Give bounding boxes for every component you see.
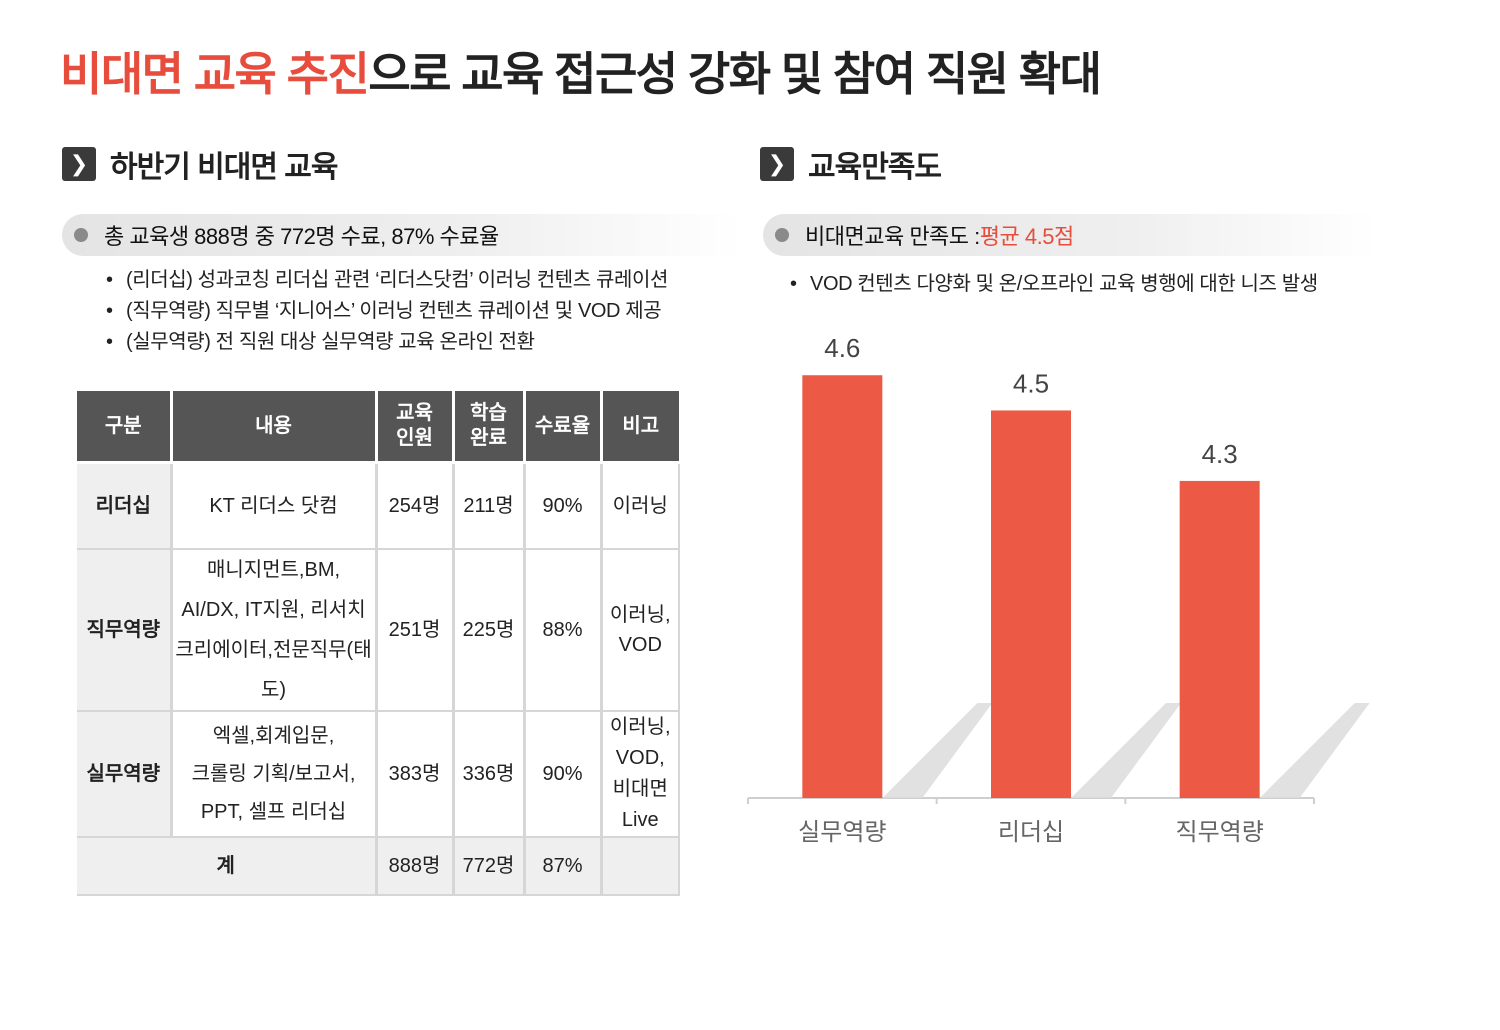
bar-shadow	[1071, 703, 1181, 798]
row-note: 이러닝, VOD, 비대면 Live	[601, 710, 680, 838]
page-title-rest: 으로 교육 접근성 강화 및 참여 직원 확대	[368, 48, 1102, 100]
row-enrolled: 254명	[376, 462, 455, 550]
table-row: 실무역량 엑셀,회계입문, 크롤링 기획/보고서, PPT, 셀프 리더십 38…	[77, 710, 680, 838]
table-header-row: 구분 내용 교육 인원 학습 완료 수료율 비고	[77, 391, 679, 464]
row-enrolled: 383명	[376, 710, 455, 838]
right-summary-label: 비대면교육 만족도 :	[805, 224, 980, 249]
row-rate: 88%	[524, 548, 603, 712]
circle-bullet-icon	[775, 228, 789, 242]
chevron-right-icon: ❯	[760, 147, 794, 181]
bar	[1179, 480, 1260, 798]
row-category: 리더십	[77, 462, 173, 550]
x-tick-label: 리더십	[998, 819, 1064, 846]
table-total-row: 계 888명 772명 87%	[77, 836, 680, 896]
left-section-heading: ❯ 하반기 비대면 교육	[62, 142, 338, 186]
bar-value-label: 4.6	[824, 333, 860, 363]
row-content: 매니지먼트,BM, AI/DX, IT지원, 리서치 크리에이터,전문직무(태도…	[171, 548, 378, 712]
total-rate: 87%	[524, 836, 603, 896]
list-item: VOD 컨텐츠 다양화 및 온/오프라인 교육 병행에 대한 니즈 발생	[790, 269, 1318, 300]
right-bullet-list: VOD 컨텐츠 다양화 및 온/오프라인 교육 병행에 대한 니즈 발생	[790, 269, 1318, 300]
row-rate: 90%	[524, 462, 603, 550]
header-enrolled: 교육 인원	[376, 391, 455, 464]
row-note: 이러닝, VOD	[601, 548, 680, 712]
list-item: (직무역량) 직무별 ‘지니어스’ 이러닝 컨텐츠 큐레이션 및 VOD 제공	[106, 296, 668, 327]
total-note	[601, 836, 680, 896]
bar	[802, 375, 883, 798]
bar	[991, 410, 1071, 798]
row-completed: 336명	[453, 710, 526, 838]
left-summary-text: 총 교육생 888명 중 772명 수료, 87% 수료율	[104, 224, 499, 249]
row-rate: 90%	[524, 710, 603, 838]
row-content: 엑셀,회계입문, 크롤링 기획/보고서, PPT, 셀프 리더십	[171, 710, 378, 838]
table-row: 리더십 KT 리더스 닷컴 254명 211명 90% 이러닝	[77, 462, 680, 550]
bar-shadow	[1259, 703, 1370, 798]
header-content: 내용	[171, 391, 378, 464]
row-enrolled: 251명	[376, 548, 455, 712]
row-note: 이러닝	[601, 462, 680, 550]
total-label: 계	[77, 836, 378, 896]
right-summary-pill: 비대면교육 만족도 : 평균 4.5점	[763, 214, 1378, 256]
header-completed: 학습 완료	[453, 391, 526, 464]
right-summary-value: 평균 4.5점	[979, 224, 1074, 249]
chevron-right-icon: ❯	[62, 147, 96, 181]
bar-value-label: 4.5	[1013, 368, 1049, 398]
row-category: 직무역량	[77, 548, 173, 712]
total-completed: 772명	[453, 836, 526, 896]
right-heading-label: 교육만족도	[808, 151, 942, 184]
row-content: KT 리더스 닷컴	[171, 462, 378, 550]
circle-bullet-icon	[74, 228, 88, 242]
total-enrolled: 888명	[376, 836, 455, 896]
header-category: 구분	[77, 391, 173, 464]
list-item: (리더십) 성과코칭 리더십 관련 ‘리더스닷컴’ 이러닝 컨텐츠 큐레이션	[106, 265, 668, 296]
x-tick-label: 실무역량	[798, 819, 886, 846]
header-note: 비고	[601, 391, 679, 464]
left-bullet-list: (리더십) 성과코칭 리더십 관련 ‘리더스닷컴’ 이러닝 컨텐츠 큐레이션 (…	[106, 265, 668, 358]
education-table: 구분 내용 교육 인원 학습 완료 수료율 비고 리더십 KT 리더스 닷컴 2…	[77, 391, 680, 896]
page-title: 비대면 교육 추진으로 교육 접근성 강화 및 참여 직원 확대	[60, 38, 1102, 104]
x-tick-label: 직무역량	[1176, 819, 1264, 846]
row-completed: 225명	[453, 548, 526, 712]
left-heading-label: 하반기 비대면 교육	[110, 151, 338, 184]
row-category: 실무역량	[77, 710, 173, 838]
header-rate: 수료율	[524, 391, 603, 464]
page-title-highlight: 비대면 교육 추진	[60, 48, 370, 100]
list-item: (실무역량) 전 직원 대상 실무역량 교육 온라인 전환	[106, 327, 668, 358]
left-summary-pill: 총 교육생 888명 중 772명 수료, 87% 수료율	[62, 214, 742, 256]
table-row: 직무역량 매니지먼트,BM, AI/DX, IT지원, 리서치 크리에이터,전문…	[77, 548, 680, 712]
right-section-heading: ❯ 교육만족도	[760, 142, 942, 186]
bar-shadow	[882, 703, 993, 798]
row-completed: 211명	[453, 462, 526, 550]
bar-value-label: 4.3	[1202, 439, 1238, 469]
